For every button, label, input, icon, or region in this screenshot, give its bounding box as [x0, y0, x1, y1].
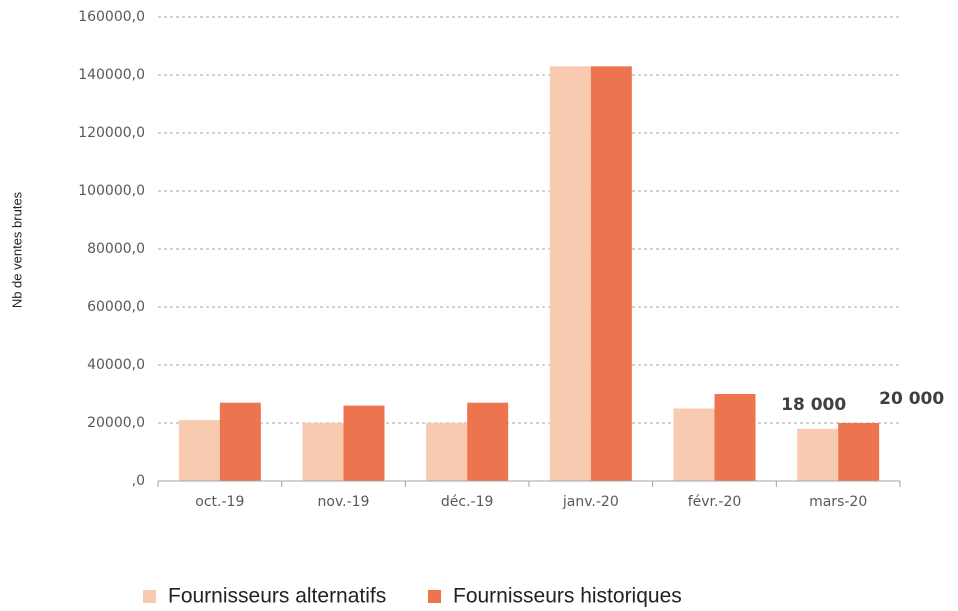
bar — [302, 423, 344, 481]
bar — [797, 428, 839, 481]
y-tick-label: 140000,0 — [78, 67, 145, 83]
y-tick-label: ,0 — [132, 473, 145, 489]
bar — [467, 402, 509, 481]
y-tick-label: 60000,0 — [87, 299, 145, 315]
x-tick-label: janv.-20 — [562, 494, 619, 510]
y-tick-label: 120000,0 — [78, 125, 145, 141]
legend-swatch — [428, 590, 441, 603]
y-tick-label: 40000,0 — [87, 357, 145, 373]
legend-swatch — [143, 590, 156, 603]
x-tick-label: déc.-19 — [441, 494, 494, 510]
y-tick-label: 100000,0 — [78, 183, 145, 199]
bar — [549, 66, 591, 482]
y-axis-label: Nb de ventes brutes — [9, 191, 24, 308]
legend-label: Fournisseurs alternatifs — [168, 585, 386, 608]
y-tick-label: 20000,0 — [87, 415, 145, 431]
bar — [178, 420, 220, 481]
bar — [838, 423, 880, 481]
data-label: 20 000 — [879, 389, 944, 409]
x-tick-label: févr.-20 — [688, 494, 742, 510]
y-tick-label: 80000,0 — [87, 241, 145, 257]
bar — [343, 405, 385, 481]
legend-label: Fournisseurs historiques — [453, 585, 682, 608]
bar — [426, 423, 468, 481]
bar — [590, 66, 632, 482]
bar — [673, 408, 715, 481]
data-label: 18 000 — [781, 395, 846, 415]
y-tick-label: 160000,0 — [78, 9, 145, 25]
x-tick-label: oct.-19 — [195, 494, 244, 510]
bar — [714, 394, 756, 481]
x-tick-label: mars-20 — [809, 494, 867, 510]
bar — [219, 402, 261, 481]
x-tick-label: nov.-19 — [318, 494, 370, 510]
